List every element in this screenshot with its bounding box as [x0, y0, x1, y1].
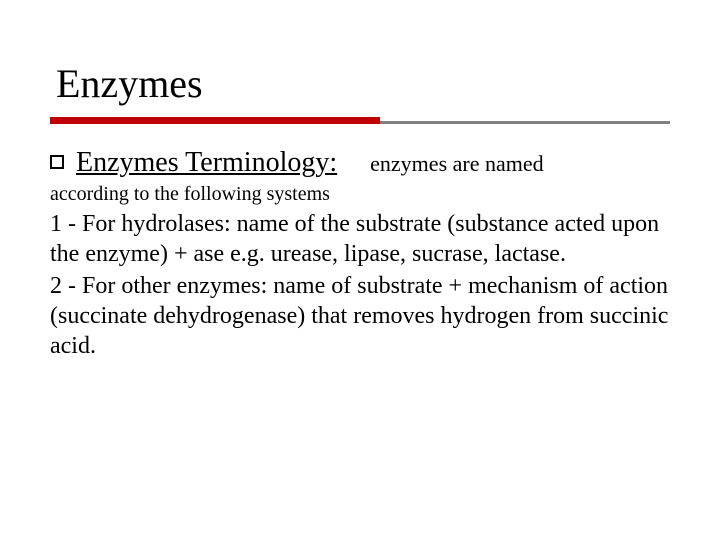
square-bullet-icon	[50, 155, 64, 169]
paragraph-2: 2 - For other enzymes: name of substrate…	[50, 271, 670, 361]
lead-subline: according to the following systems	[50, 182, 670, 207]
title-rule	[50, 115, 670, 129]
lead-space	[343, 147, 364, 178]
slide: Enzymes Enzymes Terminology: enzymes are…	[0, 0, 720, 540]
paragraph-1: 1 - For hydrolases: name of the substrat…	[50, 209, 670, 269]
lead-line: Enzymes Terminology: enzymes are named	[50, 145, 670, 180]
rule-red	[50, 117, 380, 124]
lead-heading: Enzymes Terminology:	[76, 147, 337, 178]
lead-tail: enzymes are named	[370, 151, 543, 176]
page-title: Enzymes	[56, 60, 670, 107]
body: Enzymes Terminology: enzymes are named a…	[50, 145, 670, 361]
